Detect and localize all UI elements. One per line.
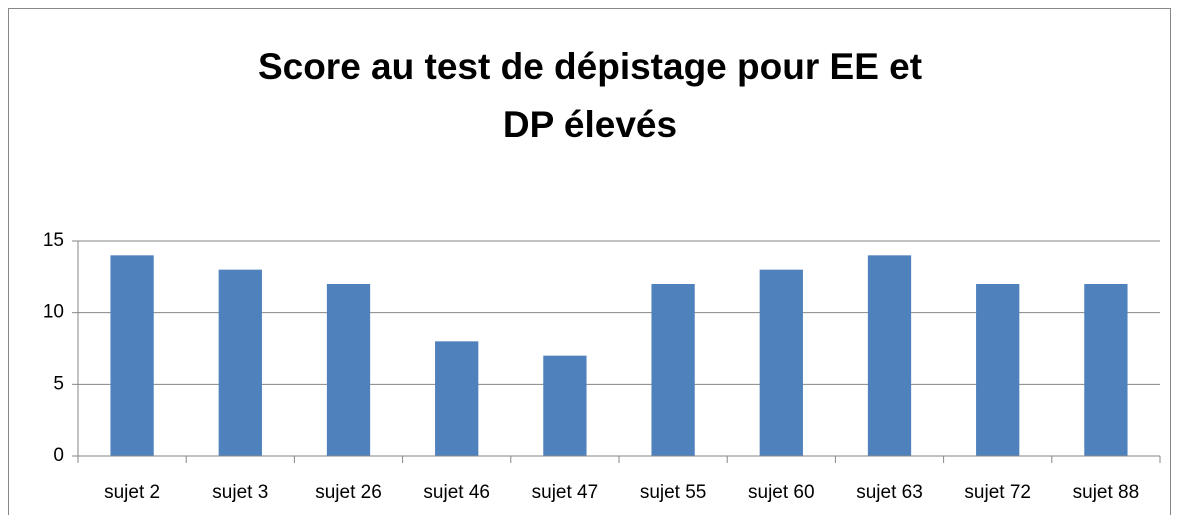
bar <box>651 284 695 456</box>
chart-frame <box>8 8 1171 515</box>
x-tick-label: sujet 55 <box>640 482 707 503</box>
x-tick-label: sujet 26 <box>315 482 382 503</box>
x-tick-label: sujet 47 <box>532 482 599 503</box>
bar <box>867 255 912 456</box>
y-tick-label: 15 <box>43 230 64 251</box>
bar <box>1084 284 1128 456</box>
x-tick-label: sujet 2 <box>104 482 160 503</box>
chart-title: Score au test de dépistage pour EE et DP… <box>257 46 923 145</box>
bar <box>435 341 479 456</box>
x-tick-label: sujet 72 <box>964 482 1031 503</box>
y-tick-label: 5 <box>53 373 64 394</box>
x-tick-label: sujet 60 <box>748 482 815 503</box>
y-tick-label: 10 <box>43 302 64 323</box>
x-tick-label: sujet 63 <box>856 482 923 503</box>
bar <box>976 284 1020 456</box>
bar <box>543 355 587 456</box>
x-tick-label: sujet 46 <box>423 482 490 503</box>
bar <box>326 284 371 456</box>
x-tick-label: sujet 3 <box>212 482 268 503</box>
bar <box>218 269 262 456</box>
x-tick-label: sujet 88 <box>1073 482 1140 503</box>
bar <box>110 255 154 456</box>
y-tick-label: 0 <box>53 445 64 466</box>
bar <box>759 269 803 456</box>
